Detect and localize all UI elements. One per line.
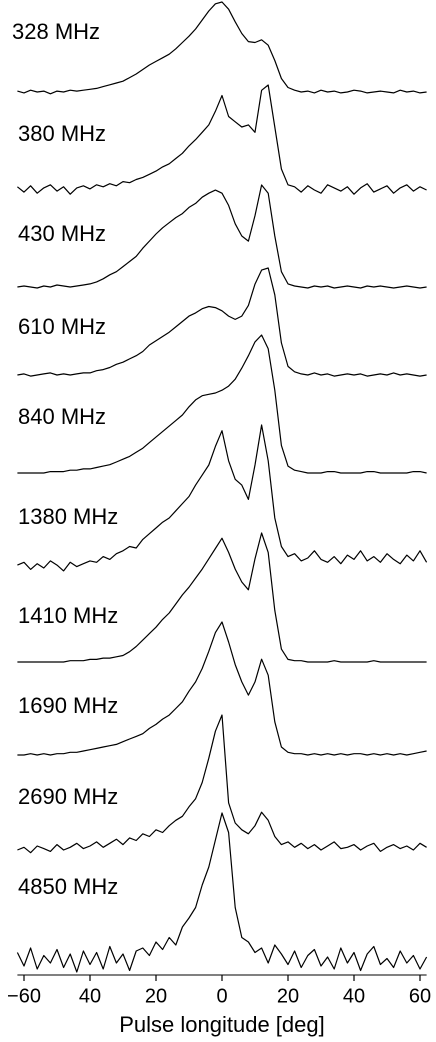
legend-label: 2690 MHz [18, 784, 118, 809]
profile-line [17, 334, 427, 474]
x-tick-label: −60 [7, 985, 41, 1007]
legend-label: 1690 MHz [18, 693, 118, 718]
x-tick-label: 40 [343, 985, 365, 1007]
legend-label: 610 MHz [18, 314, 106, 339]
profile-line [17, 267, 427, 377]
x-tick-label: 20 [145, 985, 167, 1007]
x-axis-title: Pulse longitude [deg] [119, 1012, 325, 1037]
profile-line [17, 424, 428, 572]
profile-line [17, 532, 427, 663]
profile-line [17, 1, 427, 95]
x-tick-label: 20 [277, 985, 299, 1007]
x-tick-label: 60 [409, 985, 431, 1007]
x-tick-label: 0 [216, 985, 227, 1007]
profile-line [17, 714, 427, 854]
profile-line [17, 621, 427, 756]
legend-label: 380 MHz [18, 121, 106, 146]
profile-line [16, 812, 428, 973]
legend-label: 4850 MHz [18, 874, 118, 899]
legend-label: 430 MHz [18, 221, 106, 246]
x-tick-label: 40 [79, 985, 101, 1007]
profile-line [17, 184, 427, 289]
legend-label: 1410 MHz [18, 603, 118, 628]
profile-line [17, 84, 427, 195]
legend-label: 1380 MHz [18, 504, 118, 529]
legend-label: 328 MHz [12, 19, 100, 44]
legend-label: 840 MHz [18, 404, 106, 429]
